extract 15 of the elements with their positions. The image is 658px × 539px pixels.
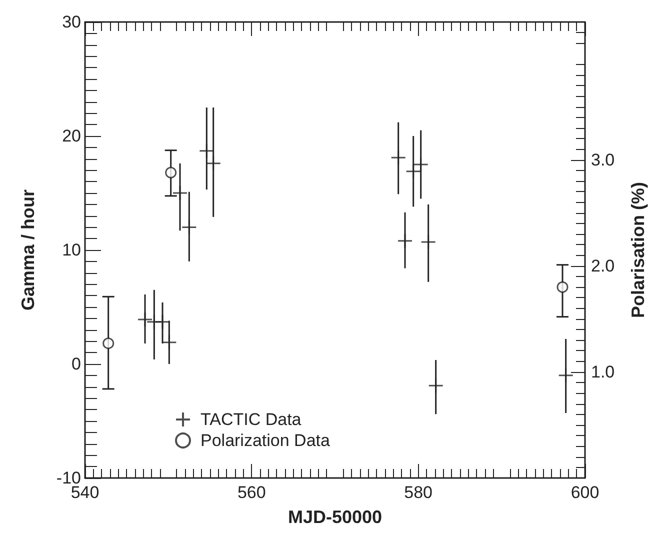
y-tick-label: 0 [72,354,81,374]
y2-tick-label: 2.0 [591,256,615,276]
y2-axis-title: Polarisation (%) [628,182,648,318]
x-tick-label: 560 [237,483,266,502]
y-tick-label: 10 [62,240,81,260]
y-tick-label: 30 [62,12,81,32]
y2-tick-label: 3.0 [591,150,615,170]
x-tick-label: 580 [404,483,433,502]
x-tick-label: 600 [570,483,600,502]
legend-label: Polarization Data [200,431,331,450]
y-tick-label: 20 [62,126,81,146]
y2-tick-label: 1.0 [591,362,615,382]
y-axis-title: Gamma / hour [18,189,38,311]
legend-label: TACTIC Data [200,410,302,429]
x-axis-title: MJD-50000 [288,507,382,527]
